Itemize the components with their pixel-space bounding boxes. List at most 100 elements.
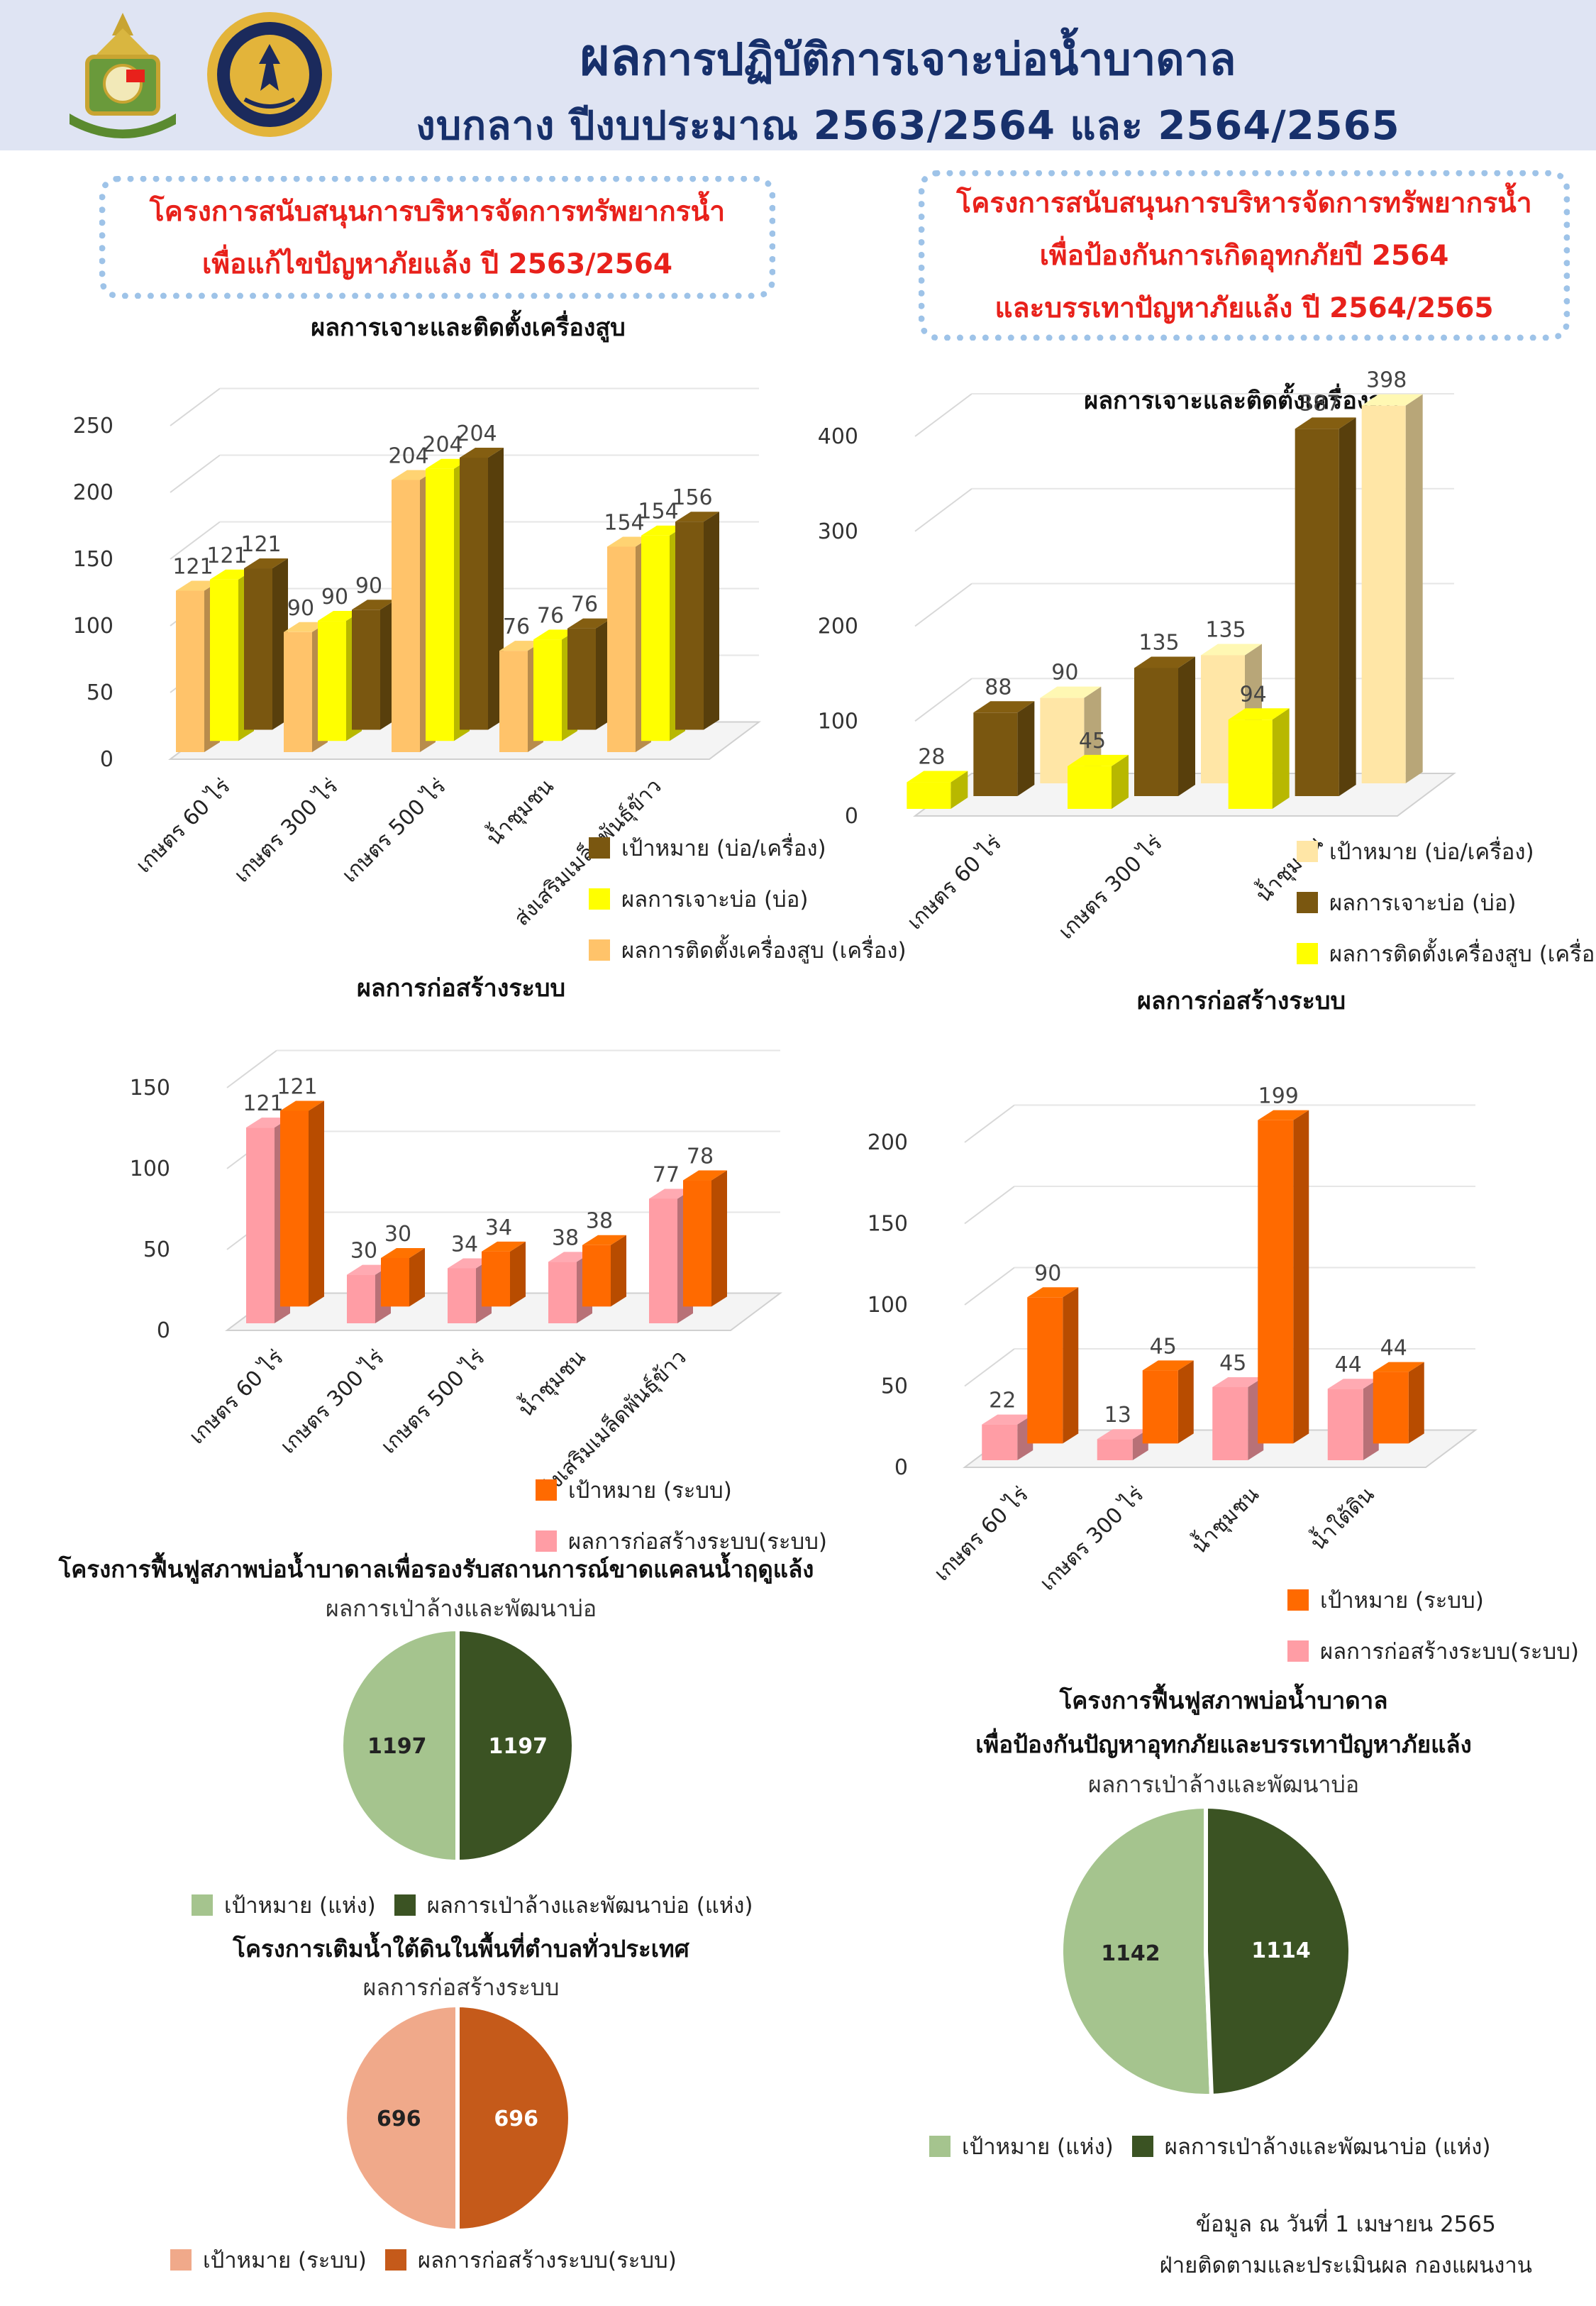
footer-note: ข้อมูล ณ วันที่ 1 เมษายน 2565 ฝ่ายติดตาม… xyxy=(1160,2204,1532,2286)
pie-recharge: 696 696 xyxy=(343,2002,572,2234)
chart3-title: ผลการก่อสร้างระบบ xyxy=(356,974,566,1003)
legend-label: ผลการเจาะบ่อ (บ่อ) xyxy=(1329,890,1517,916)
data-label: 90 xyxy=(1051,661,1078,685)
data-label: 94 xyxy=(1240,682,1267,707)
category-label: เกษตร 60 ไร่ xyxy=(929,1482,1033,1586)
bar xyxy=(1212,1386,1248,1460)
data-label: 30 xyxy=(384,1222,411,1247)
pie-value-label: 696 xyxy=(494,2107,538,2131)
legend-swatch xyxy=(394,1894,416,1916)
bar-side xyxy=(409,1247,425,1307)
legend-label: เป้าหมาย (บ่อ/เครื่อง) xyxy=(621,836,826,861)
right-project-line1: โครงการสนับสนุนการบริหารจัดการทรัพยากรน้… xyxy=(956,187,1532,219)
bar xyxy=(318,621,346,741)
y-tick-label: 0 xyxy=(894,1455,908,1480)
bar-top xyxy=(641,525,685,536)
y-tick-label: 0 xyxy=(845,804,858,829)
pie-restore-right-legend: เป้าหมาย (แห่ง) ผลการเป่าล้างและพัฒนาบ่อ … xyxy=(929,2129,1509,2180)
bar-top xyxy=(1327,1379,1379,1389)
data-label: 38 xyxy=(586,1209,613,1234)
bar-3-1 xyxy=(582,1235,626,1307)
bar xyxy=(1097,1439,1133,1460)
bar-top xyxy=(1134,656,1195,668)
bar-side xyxy=(1063,1287,1079,1444)
pie-slice xyxy=(1059,1804,1214,2098)
y-tick-label: 50 xyxy=(87,680,113,705)
bar xyxy=(499,651,528,752)
gridline-side xyxy=(914,393,972,437)
bar xyxy=(1258,1120,1294,1444)
bar-top xyxy=(533,629,577,640)
data-label: 30 xyxy=(350,1239,377,1264)
bar-top xyxy=(352,600,396,610)
y-tick-label: 200 xyxy=(73,480,113,505)
bar xyxy=(582,1245,611,1307)
gridline-side xyxy=(964,1267,1015,1306)
pie-recharge-legend: เป้าหมาย (ระบบ) ผลการก่อสร้างระบบ(ระบบ) xyxy=(170,2242,695,2293)
category-label: เกษตร 500 ไร่ xyxy=(337,773,451,888)
legend-label: เป้าหมาย (ระบบ) xyxy=(568,1478,732,1504)
bar xyxy=(176,590,204,752)
pie-value-label: 1197 xyxy=(489,1734,548,1759)
bar-4-1 xyxy=(683,1170,727,1307)
bar-2-1 xyxy=(1258,1110,1309,1444)
legend-swatch xyxy=(589,888,610,910)
bar-top xyxy=(1212,1377,1264,1387)
y-tick-label: 250 xyxy=(73,414,113,438)
bar-top xyxy=(176,580,220,591)
bar-side xyxy=(1408,1362,1424,1444)
left-project-box: โครงการสนับสนุนการบริหารจัดการทรัพยากรน้… xyxy=(99,176,775,299)
gridline-side xyxy=(914,487,972,532)
data-label: 76 xyxy=(537,603,564,628)
data-label: 22 xyxy=(989,1389,1016,1413)
bar-top xyxy=(210,569,254,580)
y-tick-label: 150 xyxy=(130,1076,170,1100)
recharge-subtitle: ผลการก่อสร้างระบบ xyxy=(362,1974,560,2001)
data-label: 135 xyxy=(1138,630,1179,655)
right-project-box: โครงการสนับสนุนการบริหารจัดการทรัพยากรน้… xyxy=(919,170,1570,341)
legend-item: เป้าหมาย (ระบบ) xyxy=(170,2242,367,2278)
legend-swatch xyxy=(1287,1589,1309,1611)
legend-label: ผลการเป่าล้างและพัฒนาบ่อ (แห่ง) xyxy=(426,1893,753,1919)
y-tick-label: 50 xyxy=(881,1374,908,1399)
legend-swatch xyxy=(192,1894,213,1916)
legend-item: ผลการติดตั้งเครื่องสูบ (เครื่อง) xyxy=(1297,936,1596,971)
legend-label: ผลการเป่าล้างและพัฒนาบ่อ (แห่ง) xyxy=(1164,2134,1491,2160)
ministry-emblem-logo xyxy=(70,13,176,138)
y-tick-label: 0 xyxy=(100,747,113,772)
restore-right-title-1: โครงการฟื้นฟูสภาพบ่อน้ำบาดาล xyxy=(1059,1687,1388,1714)
data-label: 204 xyxy=(422,433,462,458)
data-label: 121 xyxy=(172,555,213,580)
pie-value-label: 1142 xyxy=(1101,1941,1160,1966)
bar-top xyxy=(582,1235,626,1245)
bar-top xyxy=(448,1258,492,1269)
data-label: 121 xyxy=(277,1074,317,1099)
bar-0-0 xyxy=(907,771,968,809)
bar-side xyxy=(1177,1360,1194,1444)
legend-label: ผลการก่อสร้างระบบ(ระบบ) xyxy=(568,1529,827,1555)
pie-value-label: 1197 xyxy=(367,1734,427,1759)
bar-2-1 xyxy=(1295,417,1356,796)
pie-restore-left: 1197 1197 xyxy=(339,1626,576,1865)
page-title: ผลการปฏิบัติการเจาะบ่อน้ำบาดาล xyxy=(580,27,1236,87)
bar xyxy=(284,631,312,752)
bar xyxy=(1027,1297,1063,1444)
gridline-side xyxy=(226,1049,277,1088)
bar-side xyxy=(309,1100,324,1307)
data-label: 45 xyxy=(1219,1351,1246,1376)
legend-swatch xyxy=(384,2249,406,2271)
bar xyxy=(210,579,238,741)
data-label: 199 xyxy=(1258,1084,1299,1109)
bar-side xyxy=(951,771,968,809)
bar xyxy=(1295,429,1339,796)
bar xyxy=(1134,668,1178,796)
bar xyxy=(460,457,488,730)
bar-top xyxy=(982,1414,1033,1425)
legend-item: ผลการเป่าล้างและพัฒนาบ่อ (แห่ง) xyxy=(394,1887,753,1923)
bar-top xyxy=(1295,417,1356,429)
bar-top xyxy=(683,1170,727,1181)
pie-slice xyxy=(1204,1804,1353,2098)
legend-item: ผลการติดตั้งเครื่องสูบ (เครื่อง) xyxy=(589,932,907,968)
pie-value-label: 1114 xyxy=(1251,1938,1311,1963)
bar xyxy=(392,480,420,752)
